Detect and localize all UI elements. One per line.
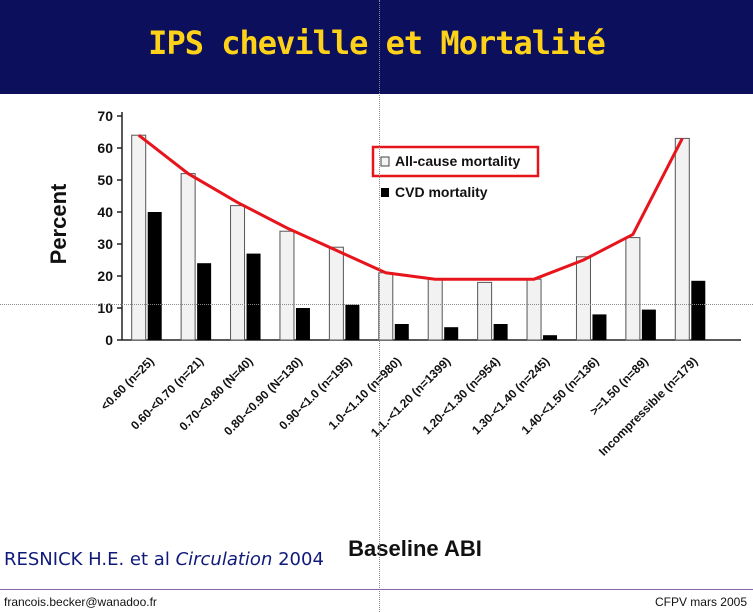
legend-swatch-all-cause [380,156,390,167]
bar-all-cause-mortality [378,272,394,341]
y-tick-label: 20 [97,268,113,284]
slide-title: IPS cheville et Mortalité [148,24,606,62]
reference-journal: Circulation [175,549,273,570]
footer-event: CFPV mars 2005 [654,595,747,609]
bar-all-cause-mortality [230,205,246,341]
y-tick-label: 60 [97,140,113,156]
title-banner [0,0,753,94]
bar-cvd-mortality [691,280,706,340]
bar-cvd-mortality [345,304,360,340]
bar-all-cause-mortality [279,230,295,341]
bar-cvd-mortality [147,212,162,340]
bar-cvd-mortality [592,314,607,340]
bar-cvd-mortality [394,324,409,340]
bar-cvd-mortality [543,335,558,340]
legend-highlight-box [371,145,540,178]
bar-cvd-mortality [295,308,310,340]
y-tick-label: 30 [97,236,113,252]
bar-cvd-mortality [493,324,508,340]
abi-mortality-chart: 0 10 20 30 40 50 60 70 <0.60 (n=25)0.60-<0.70 (… [46,108,741,561]
legend-label-all-cause: All-cause mortality [395,153,520,169]
y-tick-label: 70 [97,108,113,124]
bar-cvd-mortality [197,263,212,340]
bar-all-cause-mortality [131,134,147,341]
horizontal-guide-line [0,304,753,305]
reference-year: 2004 [278,549,324,570]
reference-citation: RESNICK H.E. et al Circulation 2004 [4,549,324,570]
y-axis: 0 10 20 30 40 50 60 70 [97,108,123,348]
bar-cvd-mortality [246,253,261,340]
y-tick-label: 50 [97,172,113,188]
bar-all-cause-mortality [477,281,493,341]
bar-all-cause-mortality [180,173,196,341]
footer-email: francois.becker@wanadoo.fr [4,595,157,609]
bar-all-cause-mortality [427,278,443,341]
reference-author: RESNICK H.E. et al [4,549,170,570]
y-tick-label: 10 [97,300,113,316]
bars [131,134,706,341]
x-axis: <0.60 (n=25)0.60-<0.70 (n=21)0.70-<0.80 … [98,339,741,459]
bar-cvd-mortality [641,309,656,340]
bar-all-cause-mortality [526,278,542,341]
x-axis-title: Baseline ABI [348,536,482,561]
footer-divider [0,589,753,590]
trend-line [137,134,684,281]
legend: All-cause mortality CVD mortality [371,145,540,200]
bar-cvd-mortality [444,327,459,340]
legend-label-cvd: CVD mortality [395,184,488,200]
vertical-guide-line [379,0,380,612]
bar-all-cause-mortality [625,237,641,341]
y-axis-title: Percent [46,183,71,264]
bar-all-cause-mortality [674,137,690,341]
bar-all-cause-mortality [328,246,344,341]
legend-swatch-cvd [381,188,389,197]
y-tick-label: 0 [105,332,113,348]
bar-all-cause-mortality [575,256,591,341]
y-tick-label: 40 [97,204,113,220]
x-tick-label: Incompressible (n=179) [596,354,700,458]
